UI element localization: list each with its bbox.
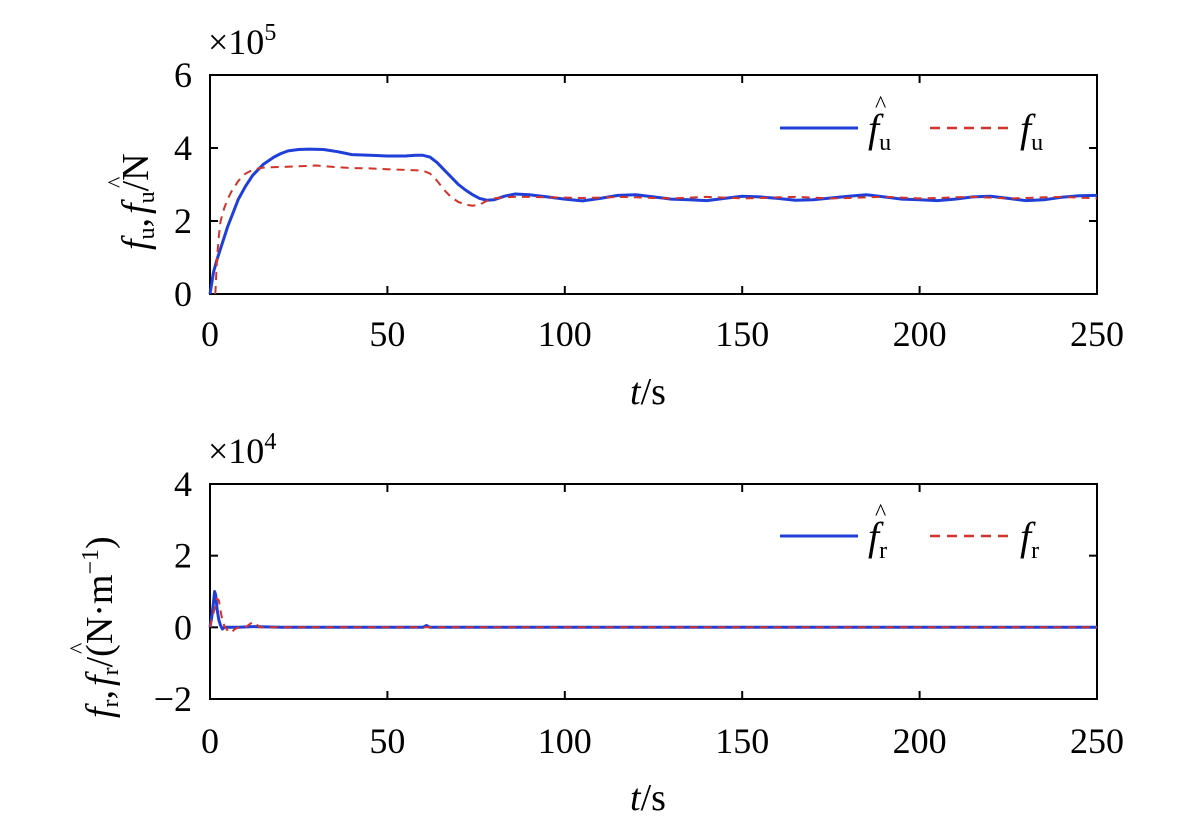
top-series (208, 147, 1098, 295)
bottom-x-tick-labels: 0 50 100 150 200 250 (201, 721, 1124, 761)
top-legend: fu ^ fu (780, 92, 1043, 156)
top-chart: ×105 0 50 100 150 200 250 0 2 4 6 fu ^ (104, 20, 1124, 413)
bottom-x-axis-label: t/s (630, 777, 666, 819)
top-y-axis-label: fu,fu/N (115, 153, 160, 250)
bottom-y-tick-label: 4 (174, 464, 192, 504)
bottom-series-line-estimate (208, 590, 1097, 631)
top-y-tick-label: 6 (174, 55, 192, 95)
bottom-x-tick-label: 100 (538, 721, 592, 761)
top-x-tick-label: 150 (715, 314, 769, 354)
top-x-tick-label: 250 (1070, 314, 1124, 354)
top-x-tick-label: 50 (369, 314, 405, 354)
top-y-axis-hat-icon: ^ (104, 177, 130, 188)
top-series-line-estimate (208, 147, 1098, 295)
bottom-legend-label-actual: fr (1020, 514, 1039, 564)
top-plot-frame (209, 74, 1098, 295)
bottom-chart: ×104 0 50 100 150 200 250 −2 0 2 4 fr ^ (66, 429, 1124, 819)
bottom-x-tick-label: 150 (715, 721, 769, 761)
bottom-ticks (209, 483, 1098, 700)
top-multiplier: ×105 (208, 20, 276, 62)
bottom-legend-hat-icon: ^ (875, 500, 886, 526)
bottom-x-tick-label: 250 (1070, 721, 1124, 761)
bottom-series (208, 590, 1097, 634)
bottom-x-tick-label: 0 (201, 721, 219, 761)
top-x-tick-labels: 0 50 100 150 200 250 (201, 314, 1124, 354)
bottom-y-axis-label: fr,fr/(N·m−1) (78, 536, 124, 718)
top-ticks (209, 74, 1098, 295)
top-x-tick-label: 100 (538, 314, 592, 354)
top-x-axis-label: t/s (630, 371, 666, 413)
top-y-tick-label: 4 (174, 128, 192, 168)
top-legend-hat-icon: ^ (875, 92, 886, 118)
top-y-tick-label: 2 (174, 201, 192, 241)
bottom-legend: fr ^ fr (780, 500, 1039, 564)
top-series-line-actual (214, 164, 1098, 295)
bottom-y-tick-labels: −2 0 2 4 (154, 464, 192, 719)
top-y-tick-labels: 0 2 4 6 (174, 55, 192, 314)
bottom-series-line-actual (209, 597, 1097, 634)
bottom-x-tick-label: 50 (369, 721, 405, 761)
bottom-y-tick-label: −2 (154, 679, 192, 719)
top-legend-label-actual: fu (1020, 106, 1043, 156)
bottom-x-tick-label: 200 (893, 721, 947, 761)
bottom-multiplier: ×104 (208, 429, 276, 471)
bottom-y-tick-label: 0 (174, 607, 192, 647)
top-x-tick-label: 200 (893, 314, 947, 354)
bottom-y-tick-label: 2 (174, 536, 192, 576)
top-y-tick-label: 0 (174, 274, 192, 314)
bottom-plot-frame (209, 483, 1098, 700)
top-x-tick-label: 0 (201, 314, 219, 354)
bottom-y-axis-hat-icon: ^ (66, 643, 92, 654)
